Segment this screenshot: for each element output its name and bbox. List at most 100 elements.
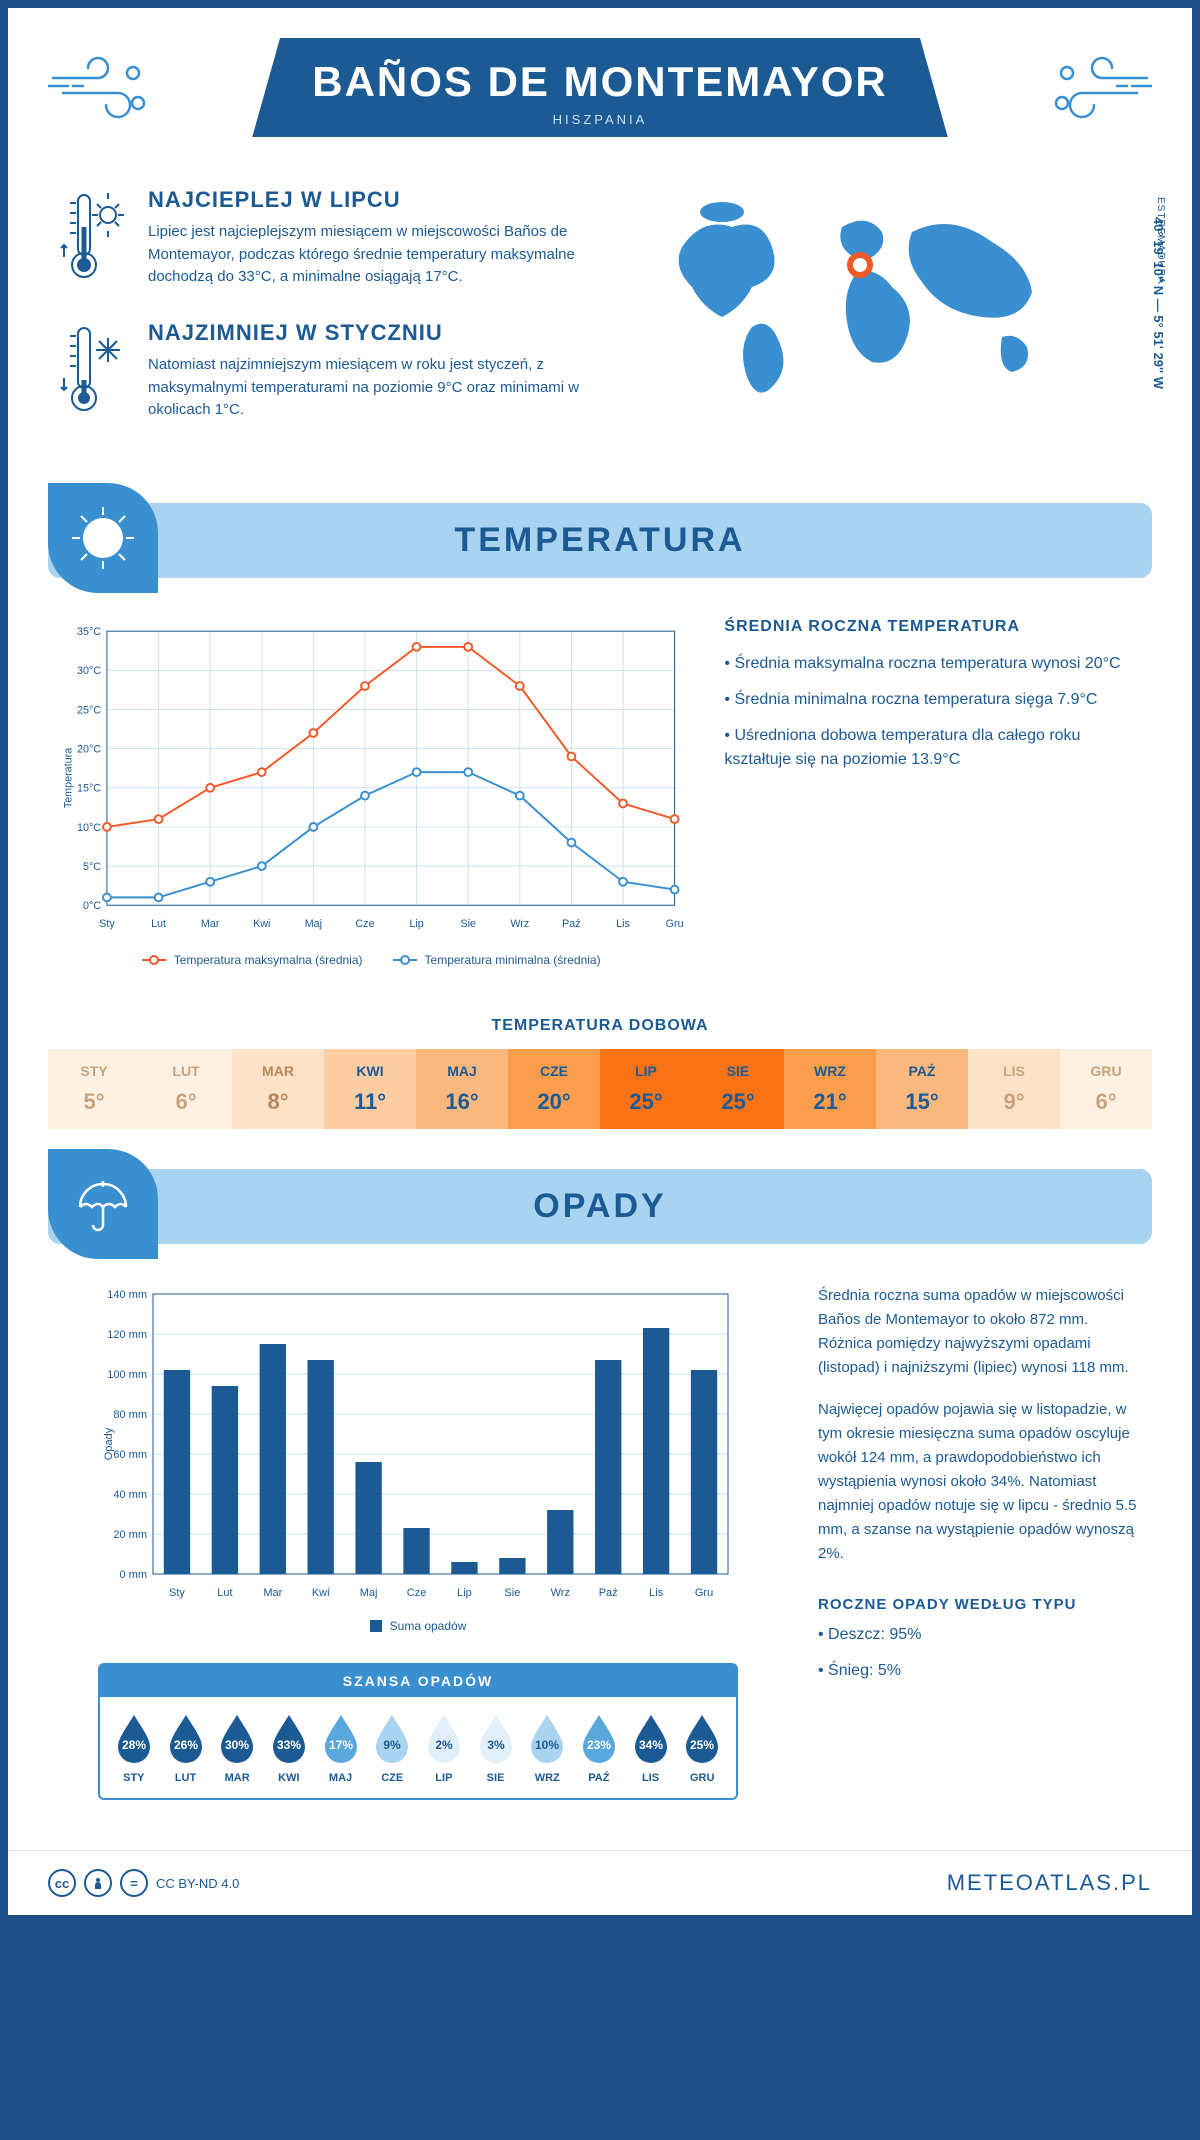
title-banner: BAÑOS DE MONTEMAYOR HISZPANIA [252,38,948,137]
svg-text:Mar: Mar [263,1587,282,1599]
precipitation-legend: Suma opadów [58,1609,778,1643]
svg-text:30%: 30% [225,1738,249,1752]
temp-info-point: Średnia maksymalna roczna temperatura wy… [724,652,1142,676]
svg-text:60 mm: 60 mm [113,1449,147,1461]
rain-chance-cell: 2% LIP [418,1711,470,1784]
legend-max: Temperatura maksymalna (średnia) [174,953,363,967]
rain-chance-cell: 28% STY [108,1711,160,1784]
precipitation-title: OPADY [48,1187,1152,1226]
svg-text:0 mm: 0 mm [120,1569,148,1581]
rain-chance-cell: 9% CZE [366,1711,418,1784]
temperature-info: ŚREDNIA ROCZNA TEMPERATURA Średnia maksy… [724,618,1142,977]
svg-text:34%: 34% [639,1738,663,1752]
thermometer-cold-icon [58,320,128,425]
svg-text:0°C: 0°C [83,900,101,912]
svg-text:Gru: Gru [666,918,684,930]
nd-icon: = [120,1869,148,1897]
temp-info-point: Średnia minimalna roczna temperatura się… [724,688,1142,712]
svg-text:26%: 26% [173,1738,197,1752]
intro-section: NAJCIEPLEJ W LIPCU Lipiec jest najcieple… [8,157,1192,493]
rain-chance-title: SZANSA OPADÓW [100,1665,736,1697]
daily-cell: KWI11° [324,1049,416,1129]
daily-cell: MAR8° [232,1049,324,1129]
coordinates: 40° 19' 10'' N — 5° 51' 29'' W [1151,217,1166,389]
rain-chance-cell: 17% MAJ [315,1711,367,1784]
thermometer-hot-icon [58,187,128,292]
daily-cell: STY5° [48,1049,140,1129]
wind-icon [1042,48,1152,133]
world-map-icon [662,187,1082,417]
svg-text:25%: 25% [690,1738,714,1752]
daily-cell: LIP25° [600,1049,692,1129]
svg-text:40 mm: 40 mm [113,1489,147,1501]
coldest-text: Natomiast najzimniejszym miesiącem w rok… [148,354,632,422]
svg-text:Sty: Sty [169,1587,185,1599]
rain-type-point: Deszcz: 95% [818,1623,1142,1647]
svg-text:Mar: Mar [201,918,220,930]
rain-chance-cell: 10% WRZ [521,1711,573,1784]
by-icon [84,1869,112,1897]
page-subtitle: HISZPANIA [312,112,888,127]
svg-text:17%: 17% [329,1738,353,1752]
precipitation-info: Średnia roczna suma opadów w miejscowośc… [818,1284,1142,1830]
daily-cell: WRZ21° [784,1049,876,1129]
svg-text:9%: 9% [384,1738,402,1752]
svg-text:Temperatura: Temperatura [63,748,75,808]
temperature-title: TEMPERATURA [48,521,1152,560]
svg-text:Gru: Gru [695,1587,713,1599]
svg-text:35°C: 35°C [77,626,101,638]
svg-text:Lip: Lip [409,918,423,930]
daily-cell: LUT6° [140,1049,232,1129]
svg-text:2%: 2% [435,1738,453,1752]
svg-text:Lut: Lut [217,1587,232,1599]
precipitation-body: 0 mm20 mm40 mm60 mm80 mm100 mm120 mm140 … [8,1254,1192,1850]
legend-min: Temperatura minimalna (średnia) [425,953,601,967]
footer: cc = CC BY-ND 4.0 METEOATLAS.PL [8,1850,1192,1915]
temp-info-point: Uśredniona dobowa temperatura dla całego… [724,724,1142,772]
page-title: BAÑOS DE MONTEMAYOR [312,58,888,106]
header: BAÑOS DE MONTEMAYOR HISZPANIA [8,8,1192,157]
daily-cell: MAJ16° [416,1049,508,1129]
license-block: cc = CC BY-ND 4.0 [48,1869,239,1897]
rain-chance-cell: 25% GRU [676,1711,728,1784]
svg-text:Wrz: Wrz [551,1587,570,1599]
license-text: CC BY-ND 4.0 [156,1876,239,1891]
svg-text:Opady: Opady [103,1427,115,1460]
svg-text:Sie: Sie [460,918,476,930]
temperature-body: 0°C5°C10°C15°C20°C25°C30°C35°CStyLutMarK… [8,588,1192,997]
warmest-fact: NAJCIEPLEJ W LIPCU Lipiec jest najcieple… [58,187,632,292]
svg-text:Kwi: Kwi [312,1587,330,1599]
rain-chance-cell: 26% LUT [160,1711,212,1784]
coldest-fact: NAJZIMNIEJ W STYCZNIU Natomiast najzimni… [58,320,632,425]
daily-temp-title: TEMPERATURA DOBOWA [8,1017,1192,1035]
svg-text:100 mm: 100 mm [107,1369,147,1381]
map-block: ESTREMADURA 40° 19' 10'' N — 5° 51' 29''… [662,187,1142,453]
svg-text:Sty: Sty [99,918,115,930]
infographic-page: BAÑOS DE MONTEMAYOR HISZPANIA [0,0,1200,1923]
svg-text:Maj: Maj [305,918,322,930]
daily-cell: LIS9° [968,1049,1060,1129]
site-name: METEOATLAS.PL [947,1870,1152,1896]
svg-text:5°C: 5°C [83,861,101,873]
sun-icon [48,483,158,593]
cc-icon: cc [48,1869,76,1897]
legend-sum: Suma opadów [390,1619,467,1633]
svg-text:Paź: Paź [562,918,581,930]
rain-text-2: Najwięcej opadów pojawia się w listopadz… [818,1398,1142,1566]
svg-text:25°C: 25°C [77,704,101,716]
precipitation-chart: 0 mm20 mm40 mm60 mm80 mm100 mm120 mm140 … [58,1284,778,1830]
temperature-header: TEMPERATURA [48,503,1152,578]
svg-text:10°C: 10°C [77,822,101,834]
rain-type-title: ROCZNE OPADY WEDŁUG TYPU [818,1596,1142,1613]
svg-text:33%: 33% [277,1738,301,1752]
rain-chance-panel: SZANSA OPADÓW 28% STY 26% LUT 30% MAR 33… [98,1663,738,1800]
daily-cell: SIE25° [692,1049,784,1129]
rain-text-1: Średnia roczna suma opadów w miejscowośc… [818,1284,1142,1380]
rain-type-point: Śnieg: 5% [818,1659,1142,1683]
svg-text:Paź: Paź [599,1587,618,1599]
svg-text:3%: 3% [487,1738,505,1752]
umbrella-icon [48,1149,158,1259]
svg-text:Lip: Lip [457,1587,472,1599]
svg-text:140 mm: 140 mm [107,1289,147,1301]
rain-chance-cell: 34% LIS [625,1711,677,1784]
